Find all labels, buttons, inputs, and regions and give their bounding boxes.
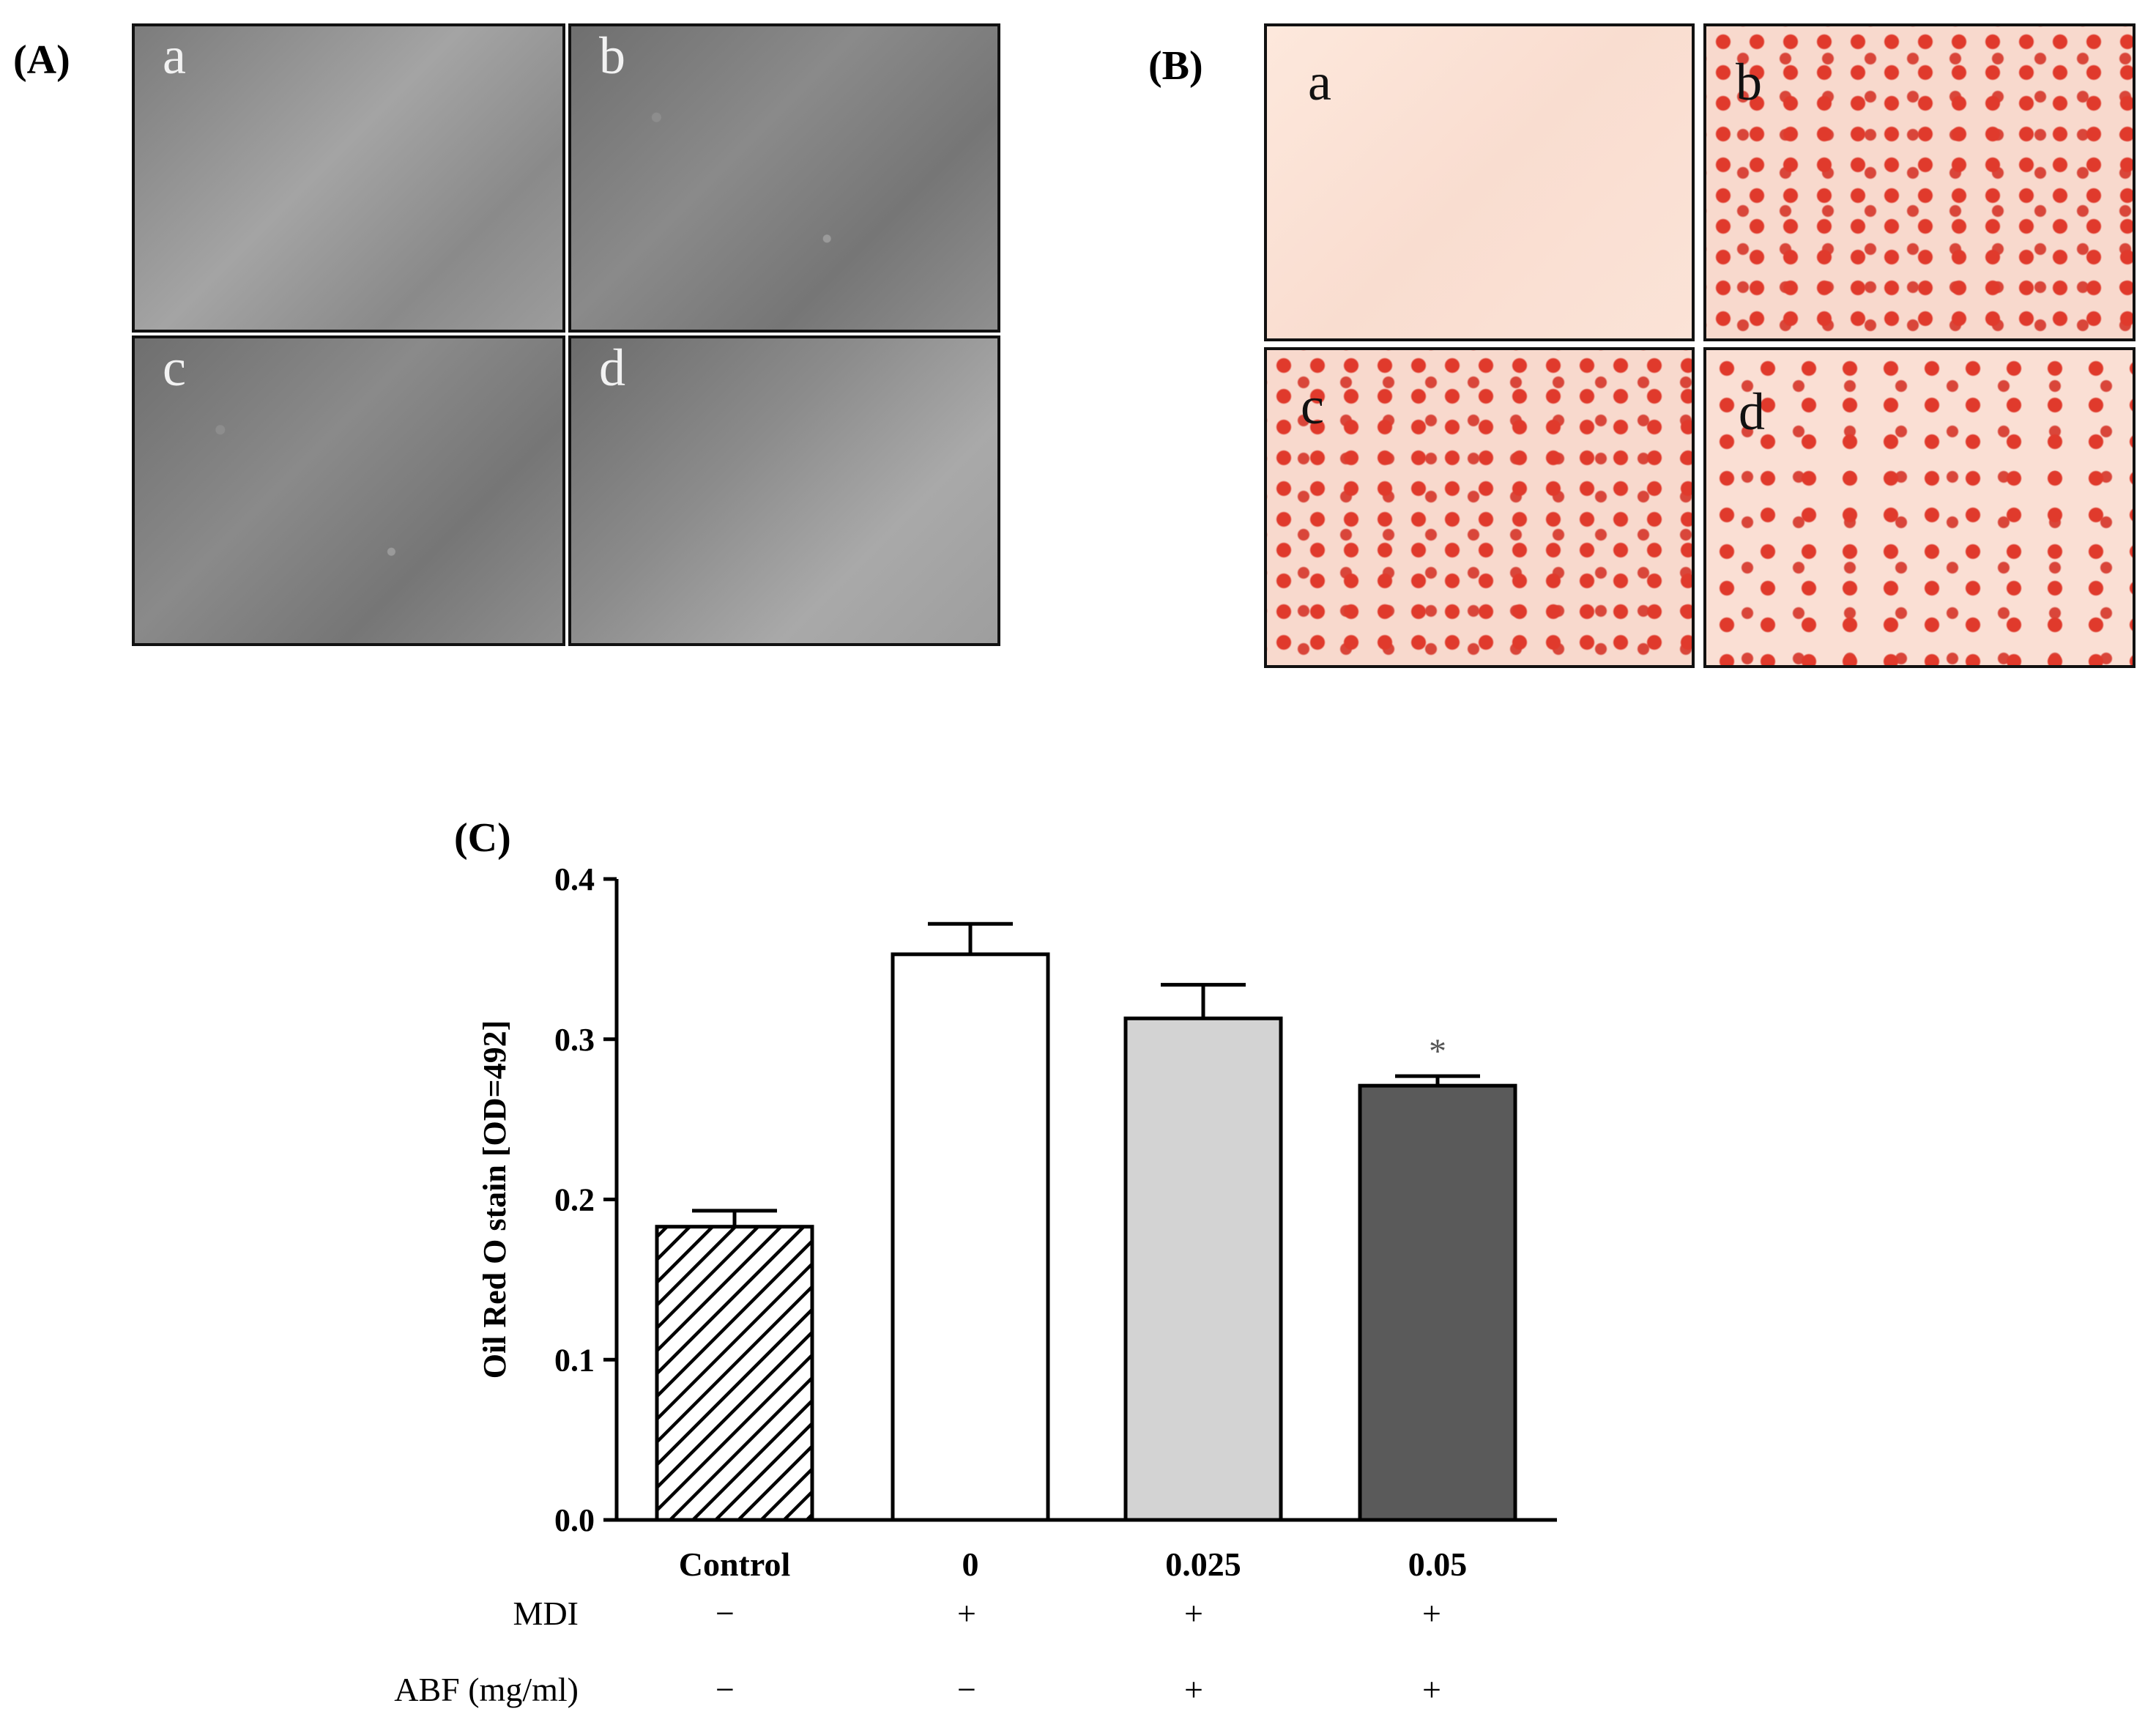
treatment-sign: + [1422, 1595, 1441, 1632]
treatment-sign: − [957, 1671, 976, 1708]
panel-c-label: (C) [454, 815, 511, 861]
stain-image-b-c: c [1264, 347, 1695, 668]
category-label: 0 [962, 1546, 979, 1583]
micrograph-a-b: b [568, 23, 1000, 333]
y-tick-label: 0.1 [554, 1342, 595, 1378]
micrograph-a-c: c [132, 335, 565, 646]
treatment-sign: − [715, 1671, 735, 1708]
treatment-sign: + [1184, 1595, 1203, 1632]
micrograph-a-a: a [132, 23, 565, 333]
y-tick-label: 0.0 [554, 1502, 595, 1538]
y-tick-label: 0.3 [554, 1022, 595, 1058]
micrograph-letter: b [599, 26, 625, 85]
panel-b-label: (B) [1148, 43, 1203, 89]
treatment-sign: + [957, 1595, 976, 1632]
stain-letter: c [1301, 376, 1324, 435]
stain-image-b-d: d [1703, 347, 2135, 668]
category-label: 0.025 [1165, 1546, 1241, 1583]
category-label: Control [679, 1546, 791, 1583]
category-label: 0.05 [1408, 1546, 1468, 1583]
significance-marker: * [1429, 1032, 1446, 1071]
stain-letter: a [1308, 53, 1331, 111]
chart-bars [655, 921, 1517, 1522]
treatment-row-label: MDI [513, 1595, 579, 1632]
bar [1358, 1083, 1517, 1522]
y-axis-label: Oil Red O stain [OD=492] [477, 1020, 513, 1379]
micrograph-letter: c [163, 338, 186, 397]
treatment-sign: + [1184, 1671, 1203, 1708]
micrograph-a-d: d [568, 335, 1000, 646]
bar [891, 952, 1050, 1522]
chart-labels: 0.0 0.1 0.2 0.3 0.4 Oil Red O stain [OD=492] C… [394, 861, 1467, 1708]
treatment-sign: + [1422, 1671, 1441, 1708]
stain-image-b-a: a [1264, 23, 1695, 341]
bar [655, 1225, 814, 1522]
panel-a-label: (A) [13, 37, 70, 83]
treatment-sign: − [715, 1595, 735, 1632]
stain-letter: d [1739, 382, 1765, 441]
treatment-row-label: ABF (mg/ml) [394, 1671, 579, 1708]
stain-image-b-b: b [1703, 23, 2135, 341]
y-tick-label: 0.4 [554, 861, 595, 897]
bar [1123, 1016, 1283, 1522]
stain-letter: b [1736, 53, 1762, 111]
micrograph-letter: d [599, 338, 625, 397]
micrograph-letter: a [163, 26, 186, 85]
y-tick-label: 0.2 [554, 1182, 595, 1218]
